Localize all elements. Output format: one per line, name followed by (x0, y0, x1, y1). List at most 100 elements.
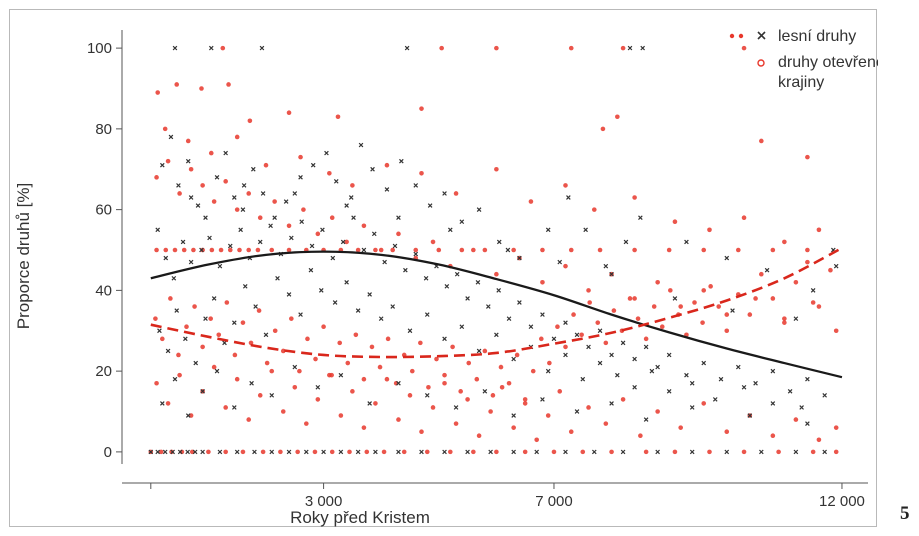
legend-marker-forest (729, 31, 766, 40)
point-forest-5 (640, 45, 646, 51)
point-forest-109 (242, 284, 248, 289)
point-open-105 (632, 247, 637, 253)
point-forest-37 (566, 195, 571, 200)
point-open-267 (643, 449, 649, 455)
point-open-57 (396, 231, 401, 237)
point-open-68 (632, 296, 637, 301)
point-open-119 (216, 332, 222, 338)
point-open-248 (223, 449, 228, 455)
point-forest-8 (176, 183, 181, 188)
point-forest-179 (793, 316, 799, 321)
point-forest-80 (551, 336, 557, 342)
point-forest-34 (496, 239, 502, 245)
point-open-140 (385, 336, 391, 342)
point-forest-23 (333, 179, 339, 184)
point-open-55 (361, 223, 367, 229)
trend-lines (150, 246, 843, 379)
point-open-45 (223, 179, 228, 184)
point-open-258 (401, 449, 407, 455)
point-forest-167 (805, 421, 810, 426)
point-forest-144 (159, 401, 165, 406)
point-forest-65 (392, 243, 398, 249)
point-forest-81 (563, 320, 568, 326)
point-open-59 (430, 239, 436, 245)
point-forest-150 (249, 380, 254, 386)
point-open-149 (458, 389, 463, 394)
point-forest-191 (177, 449, 183, 455)
point-open-71 (701, 288, 707, 293)
point-open-32 (591, 207, 597, 212)
point-forest-18 (272, 215, 277, 221)
point-open-20 (208, 150, 214, 156)
point-open-185 (759, 271, 764, 277)
point-forest-57 (309, 243, 315, 249)
point-open-219 (465, 397, 470, 402)
point-forest-155 (367, 401, 372, 406)
point-forest-104 (193, 360, 199, 366)
point-open-259 (424, 449, 430, 455)
point-open-116 (192, 304, 197, 309)
point-open-110 (805, 247, 810, 253)
point-open-101 (511, 247, 516, 253)
point-forest-59 (330, 255, 336, 261)
point-open-48 (257, 215, 263, 220)
point-forest-113 (286, 292, 292, 297)
point-open-257 (381, 449, 387, 455)
point-forest-45 (188, 259, 194, 265)
point-forest-17 (260, 191, 266, 196)
point-open-272 (810, 449, 816, 455)
point-open-10 (247, 118, 253, 124)
point-forest-134 (597, 360, 603, 366)
point-forest-154 (338, 372, 344, 378)
point-forest-173 (447, 227, 453, 233)
point-open-260 (448, 449, 453, 455)
point-open-100 (482, 247, 488, 253)
point-open-209 (350, 389, 355, 394)
point-open-51 (301, 207, 306, 212)
point-forest-145 (172, 376, 178, 382)
point-open-90 (286, 247, 292, 253)
point-forest-115 (308, 267, 314, 273)
point-open-9 (226, 82, 231, 87)
legend-label-open: druhy otevřené krajiny (778, 54, 878, 91)
point-open-118 (208, 316, 213, 321)
point-open-210 (361, 425, 367, 430)
point-open-83 (209, 247, 215, 253)
point-open-61 (471, 247, 476, 253)
point-open-236 (724, 429, 730, 434)
point-open-249 (240, 449, 246, 455)
point-forest-28 (399, 158, 404, 164)
point-open-231 (620, 397, 626, 402)
point-open-223 (511, 425, 516, 430)
point-open-155 (506, 380, 512, 386)
legend-label-forest: lesní druhy (778, 28, 856, 45)
x-tick-label-3000: 3 000 (305, 493, 343, 510)
point-open-154 (498, 364, 504, 370)
point-forest-4 (627, 45, 633, 51)
x-axis-title: Roky před Kristem (290, 508, 430, 527)
point-forest-208 (465, 449, 470, 455)
point-open-165 (587, 300, 592, 305)
point-forest-161 (540, 397, 545, 402)
point-forest-52 (257, 239, 263, 245)
point-open-44 (211, 199, 217, 204)
point-forest-106 (211, 296, 217, 301)
point-open-80 (181, 247, 187, 253)
point-open-64 (540, 280, 545, 285)
point-forest-27 (384, 187, 390, 192)
point-open-42 (188, 166, 194, 172)
point-open-172 (643, 336, 649, 342)
point-forest-146 (185, 413, 191, 418)
point-forest-199 (286, 449, 292, 455)
point-forest-137 (649, 368, 655, 374)
point-open-126 (272, 328, 278, 334)
point-open-232 (638, 433, 643, 439)
point-forest-169 (240, 207, 246, 212)
point-open-226 (545, 413, 551, 418)
point-open-17 (805, 154, 810, 160)
point-forest-185 (810, 288, 816, 293)
data-points (148, 45, 839, 455)
point-forest-124 (424, 312, 430, 317)
point-forest-99 (822, 393, 828, 398)
point-forest-87 (632, 356, 637, 362)
